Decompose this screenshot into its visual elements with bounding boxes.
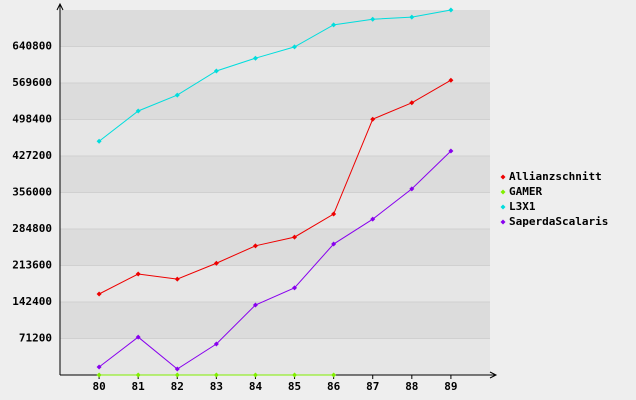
grid-band [60, 119, 490, 156]
grid-band [60, 192, 490, 229]
series-line [98, 79, 452, 295]
data-point [252, 302, 258, 308]
y-tick-label: 498400 [12, 113, 52, 126]
data-point [96, 364, 102, 370]
y-tick-label: 356000 [12, 186, 52, 199]
data-point [331, 211, 337, 217]
data-point [331, 22, 337, 28]
y-tick-label: 213600 [12, 259, 52, 272]
data-point [252, 243, 258, 249]
data-point [213, 68, 219, 74]
x-tick-label: 82 [171, 380, 184, 393]
data-point [174, 372, 180, 378]
data-point [331, 241, 337, 247]
data-point [213, 372, 219, 378]
grid-band [60, 46, 490, 83]
data-point [292, 372, 298, 378]
data-point [292, 285, 298, 291]
x-tick-label: 81 [132, 380, 146, 393]
data-point [292, 44, 298, 50]
data-point [448, 77, 454, 83]
grid-band [60, 338, 490, 375]
series-line [98, 9, 451, 142]
data-point [448, 7, 454, 13]
data-point [135, 108, 141, 114]
data-point [135, 271, 141, 277]
y-tick-label: 284800 [12, 222, 52, 235]
data-point [409, 100, 415, 106]
series-line [98, 150, 452, 370]
grid-band [60, 229, 490, 266]
data-point [135, 372, 141, 378]
x-tick-label: 86 [327, 380, 341, 393]
data-point [370, 216, 376, 222]
legend-marker [500, 204, 506, 210]
legend-marker [500, 219, 506, 225]
data-point [370, 116, 376, 122]
data-point [174, 366, 180, 372]
legend-marker [500, 174, 506, 180]
legend-marker [500, 189, 506, 195]
data-point [213, 260, 219, 266]
grid-band [60, 156, 490, 193]
data-point [448, 148, 454, 154]
legend-label: L3X1 [509, 200, 536, 213]
data-point [409, 14, 415, 20]
grid-band [60, 302, 490, 339]
data-point [96, 138, 102, 144]
x-tick-label: 87 [366, 380, 379, 393]
y-tick-label: 142400 [12, 295, 52, 308]
data-point [409, 186, 415, 192]
y-tick-label: 569600 [12, 76, 52, 89]
y-tick-label: 640800 [12, 40, 52, 53]
x-tick-label: 89 [444, 380, 457, 393]
grid-band [60, 10, 490, 47]
data-point [331, 372, 337, 378]
legend-label: GAMER [509, 185, 542, 198]
legend-label: Allianzschnitt [509, 170, 602, 183]
data-point [96, 372, 102, 378]
legend-label: SaperdaScalaris [509, 215, 608, 228]
data-point [174, 92, 180, 98]
data-point [213, 341, 219, 347]
x-tick-label: 84 [249, 380, 263, 393]
grid-band [60, 83, 490, 120]
data-point [174, 276, 180, 282]
data-point [252, 372, 258, 378]
data-point [96, 291, 102, 297]
data-point [292, 234, 298, 240]
y-tick-label: 427200 [12, 149, 52, 162]
x-tick-label: 83 [210, 380, 223, 393]
data-point [370, 16, 376, 22]
x-tick-label: 88 [405, 380, 418, 393]
y-axis-arrow [56, 2, 64, 11]
data-point [135, 334, 141, 340]
data-point [252, 55, 258, 61]
x-axis-arrow [489, 371, 498, 379]
x-tick-label: 85 [288, 380, 301, 393]
x-tick-label: 80 [92, 380, 105, 393]
y-tick-label: 71200 [19, 332, 52, 345]
